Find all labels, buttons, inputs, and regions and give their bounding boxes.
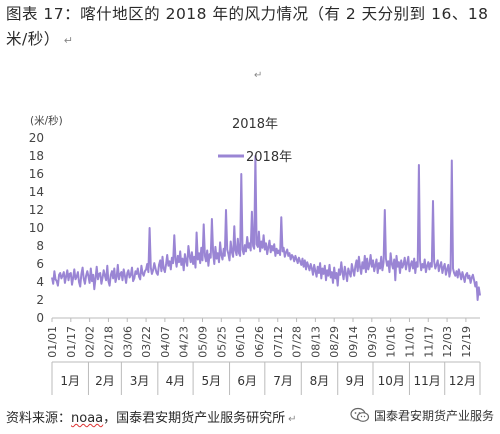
source-note: 资料来源：noaa，国泰君安期货产业服务研究所 ↵ <box>6 407 297 426</box>
paragraph-mark-icon: ↵ <box>63 34 74 47</box>
y-tick-label: 18 <box>29 149 44 163</box>
y-tick-label: 20 <box>29 131 44 145</box>
series-line-2018 <box>51 155 481 301</box>
source-noaa: noaa <box>71 411 104 426</box>
source-suffix: ，国泰君安期货产业服务研究所 <box>103 411 286 426</box>
x-tick-label: 03/22 <box>140 326 153 358</box>
watermark-text: 国泰君安期货产业服务 <box>373 408 494 423</box>
month-label: 5月 <box>202 374 222 388</box>
x-tick-label: 01/17 <box>65 326 78 358</box>
legend: 2018年 <box>218 150 292 165</box>
x-tick-label: 11/01 <box>403 326 416 358</box>
x-tick-label: 04/07 <box>159 326 172 358</box>
x-tick-label: 02/18 <box>102 326 115 358</box>
month-label: 8月 <box>310 374 330 388</box>
y-tick-label: 2 <box>36 293 44 307</box>
watermark: 国泰君安期货产业服务 <box>350 404 494 426</box>
x-tick-label: 03/06 <box>121 326 134 358</box>
figure-caption: 图表 17：喀什地区的 2018 年的风力情况（有 2 天分别到 16、18 米… <box>6 2 494 53</box>
chart-svg: 2018年 (米/秒) 0 2 4 6 8 10 12 14 16 18 20 01/01 01/17… <box>29 114 481 395</box>
month-label: 3月 <box>130 374 150 388</box>
month-label: 12月 <box>449 374 476 388</box>
x-tick-label: 08/13 <box>309 326 322 358</box>
month-label: 9月 <box>346 374 366 388</box>
x-tick-label: 08/29 <box>328 326 341 358</box>
paragraph-mark-icon: ↵ <box>254 70 263 81</box>
wechat-icon <box>350 407 370 422</box>
y-tick-label: 4 <box>36 275 44 289</box>
y-tick-label: 6 <box>36 257 44 271</box>
y-tick-label: 10 <box>29 221 44 235</box>
x-axis: 01/01 01/17 02/02 02/18 03/06 03/22 04/07 04/23… <box>46 317 480 358</box>
x-tick-label: 05/25 <box>215 326 228 358</box>
x-tick-label: 10/16 <box>385 326 398 358</box>
paragraph-mark-icon: ↵ <box>288 414 297 425</box>
month-label: 4月 <box>166 374 186 388</box>
month-label: 11月 <box>413 374 440 388</box>
month-label: 1月 <box>60 374 80 388</box>
y-tick-label: 12 <box>29 203 44 217</box>
legend-label: 2018年 <box>246 150 292 165</box>
month-label: 2月 <box>95 374 115 388</box>
y-tick-label: 16 <box>29 167 44 181</box>
chart-title: 2018年 <box>232 117 278 132</box>
x-tick-label: 12/03 <box>441 326 454 358</box>
x-tick-label: 05/09 <box>197 326 210 358</box>
x-tick-label: 09/14 <box>347 326 360 358</box>
x-tick-label: 11/17 <box>422 326 435 358</box>
month-label: 6月 <box>237 374 257 388</box>
x-tick-label: 01/01 <box>46 326 59 358</box>
x-tick-label: 06/26 <box>253 326 266 358</box>
y-tick-label: 0 <box>36 311 44 325</box>
x-tick-label: 09/30 <box>366 326 379 358</box>
month-axis: 1月 2月 3月 4月 5月 6月 7月 8月 9月 10月 11月 12月 <box>51 361 481 395</box>
x-tick-label: 12/19 <box>460 326 473 358</box>
source-prefix: 资料来源： <box>6 411 72 426</box>
y-axis-unit: (米/秒) <box>30 114 63 127</box>
x-tick-label: 06/10 <box>234 326 247 358</box>
x-tick-label: 07/12 <box>272 326 285 358</box>
x-tick-label: 04/23 <box>178 326 191 358</box>
x-tick-label: 07/28 <box>291 326 304 358</box>
month-label: 7月 <box>273 374 293 388</box>
month-label: 10月 <box>378 374 405 388</box>
y-axis: 0 2 4 6 8 10 12 14 16 18 20 <box>29 131 44 325</box>
wind-chart: 2018年 (米/秒) 0 2 4 6 8 10 12 14 16 18 20 01/01 01/17… <box>0 100 500 400</box>
caption-text: 图表 17：喀什地区的 2018 年的风力情况（有 2 天分别到 16、18 米… <box>6 5 489 48</box>
y-tick-label: 8 <box>36 239 44 253</box>
x-tick-label: 02/02 <box>84 326 97 358</box>
y-tick-label: 14 <box>29 185 44 199</box>
